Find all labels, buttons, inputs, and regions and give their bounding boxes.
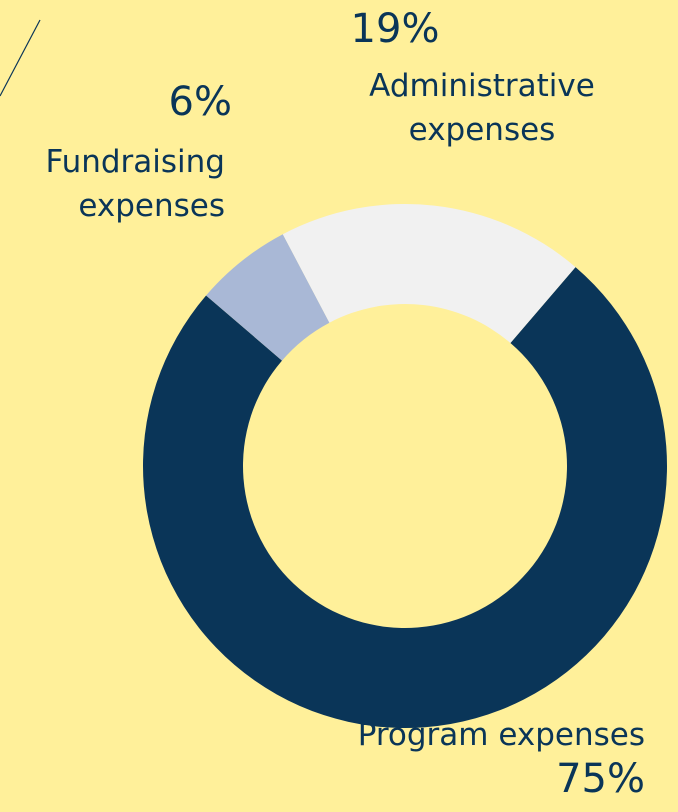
donut-segment (206, 234, 330, 361)
segment-label: Administrative expenses (369, 68, 595, 148)
segment-label: Program expenses (358, 717, 645, 753)
donut-segment (142, 267, 668, 728)
decor-line (0, 19, 41, 97)
donut-segment (282, 204, 576, 343)
value-label: 75% (556, 756, 645, 802)
segment-label: Fundraising expenses (45, 144, 225, 224)
value-label: 6% (169, 79, 232, 125)
value-label: 19% (351, 6, 440, 52)
